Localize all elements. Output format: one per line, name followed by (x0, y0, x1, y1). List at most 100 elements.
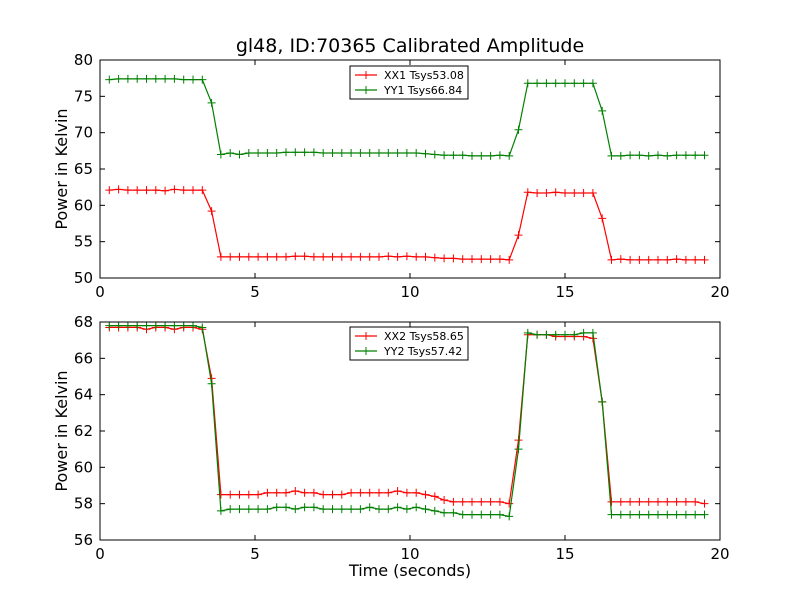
data-point (375, 488, 383, 497)
data-point (616, 510, 625, 519)
data-point (300, 148, 309, 157)
data-point (486, 255, 495, 264)
legend-marker (362, 71, 370, 79)
data-point (691, 497, 700, 506)
data-point (588, 188, 597, 197)
data-point (449, 254, 458, 263)
y-tick-label: 66 (74, 349, 93, 367)
data-point (161, 186, 170, 195)
top-plot-panel: 0 5 10 15 20 50 55 60 65 70 75 80 Power in Kelvin XX1… (52, 51, 730, 301)
data-point (700, 151, 709, 160)
legend-entry-label: YY2 Tsys57.42 (383, 345, 462, 358)
data-point (356, 505, 365, 514)
data-point (700, 255, 709, 264)
data-point (523, 328, 532, 337)
data-point (449, 497, 458, 506)
data-point (551, 79, 560, 88)
data-point (300, 488, 309, 497)
data-point (375, 505, 383, 514)
y-tick-label: 50 (74, 269, 93, 287)
data-point (254, 252, 263, 261)
data-point (356, 149, 365, 158)
data-point (402, 488, 411, 497)
data-point (412, 149, 421, 158)
data-point (691, 151, 700, 160)
series-line-xx1 (109, 188, 705, 261)
y-tick-label: 58 (74, 495, 93, 513)
data-point (458, 510, 467, 519)
data-point (235, 252, 244, 261)
data-point (635, 510, 644, 519)
data-point (337, 505, 346, 514)
data-point (282, 488, 290, 497)
data-point (430, 492, 439, 501)
data-point (347, 488, 356, 497)
data-point (588, 328, 597, 337)
data-point (514, 125, 523, 134)
x-tick-label: 15 (555, 545, 574, 563)
data-point (309, 503, 318, 512)
bottom-plot-panel: 0 5 10 15 20 56 58 60 62 64 66 68 Power in Kelvin Tim… (52, 313, 730, 580)
data-point (551, 330, 560, 339)
data-point (216, 150, 225, 159)
data-point (393, 486, 402, 495)
data-point (523, 188, 532, 197)
data-point (421, 149, 430, 158)
data-point (384, 505, 393, 514)
data-point (133, 321, 142, 330)
y-tick-label: 62 (74, 422, 93, 440)
data-point (337, 252, 346, 261)
data-point (561, 188, 569, 197)
data-point (421, 505, 430, 514)
data-point (691, 255, 700, 264)
data-point (151, 186, 160, 195)
data-point (607, 497, 616, 506)
data-point (561, 79, 569, 88)
data-point (207, 379, 216, 388)
data-point (170, 321, 179, 330)
data-point (644, 497, 653, 506)
data-point (272, 503, 281, 512)
data-point (607, 255, 616, 264)
data-point (291, 252, 300, 261)
data-point (551, 188, 560, 197)
data-point (235, 150, 244, 159)
data-point (198, 323, 207, 332)
data-point (588, 79, 597, 88)
data-point (440, 508, 449, 517)
data-point (579, 188, 588, 197)
data-point (244, 505, 253, 514)
data-point (365, 252, 374, 261)
series-xx1 (105, 185, 709, 264)
data-point (319, 149, 328, 158)
data-point (142, 321, 151, 330)
data-point (533, 79, 542, 88)
data-point (216, 252, 225, 261)
y-tick-label: 60 (74, 458, 93, 476)
data-point (114, 321, 123, 330)
y-tick-label: 60 (74, 196, 93, 214)
data-point (570, 79, 579, 88)
data-point (691, 510, 700, 519)
data-point (495, 510, 504, 519)
data-point (644, 510, 653, 519)
data-point (477, 497, 486, 506)
y-tick-label: 80 (74, 51, 93, 69)
data-point (254, 505, 263, 514)
data-point (542, 188, 551, 197)
data-point (663, 151, 672, 160)
data-point (495, 497, 504, 506)
x-tick-label: 0 (95, 545, 105, 563)
data-point (616, 497, 625, 506)
data-point (477, 151, 486, 160)
data-point (300, 503, 309, 512)
data-point (468, 510, 476, 519)
data-point (384, 488, 393, 497)
legend-marker (362, 86, 370, 94)
data-point (272, 488, 281, 497)
data-point (570, 330, 579, 339)
data-point (598, 214, 607, 223)
chart-title: gl48, ID:70365 Calibrated Amplitude (236, 35, 584, 57)
data-point (440, 496, 449, 505)
